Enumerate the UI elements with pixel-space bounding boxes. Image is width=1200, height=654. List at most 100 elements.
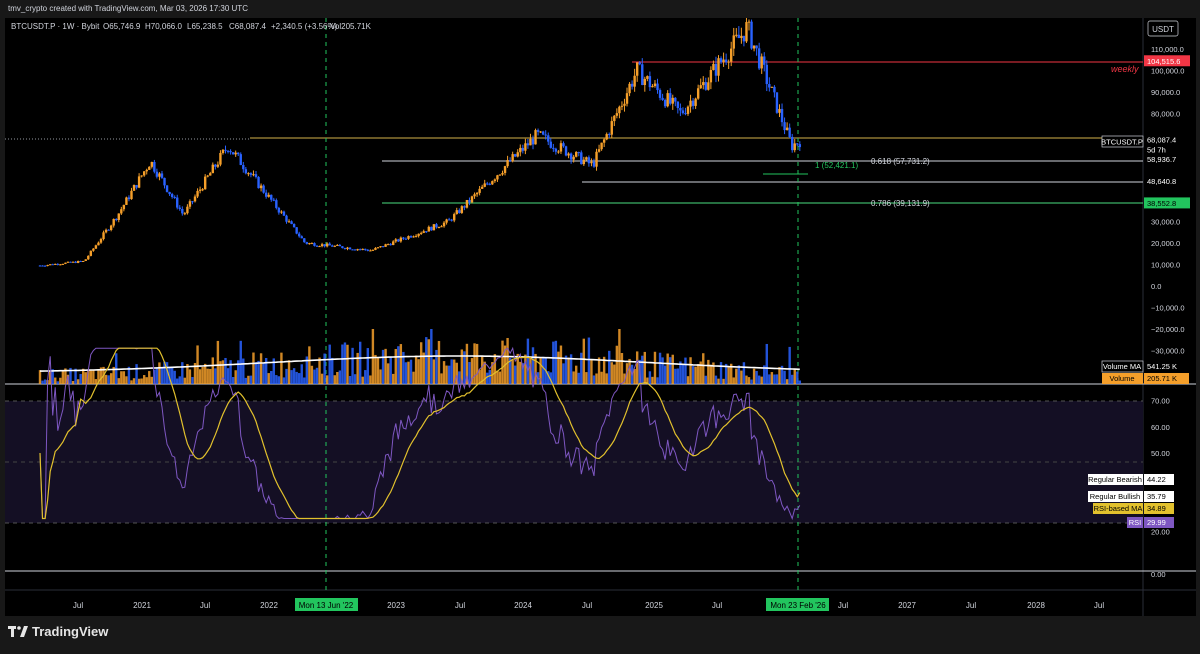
candle-body (531, 138, 535, 145)
volume-bar (465, 343, 469, 384)
candle-body (724, 59, 728, 63)
candle-body (798, 144, 802, 148)
volume-bar (572, 371, 575, 384)
candle-body (628, 83, 631, 94)
candle-body (168, 191, 171, 195)
candle-body (785, 127, 789, 131)
candle-body (64, 262, 67, 264)
price-chart-svg[interactable]: BTCUSDT.P · 1W · Bybit O65,746.9 H70,066… (5, 16, 1196, 616)
candle-body (198, 189, 202, 191)
volume-bar (458, 371, 461, 384)
volume-bar (341, 344, 344, 384)
candle-body (773, 86, 776, 93)
volume-bar (331, 357, 334, 384)
svg-text:RSI-based MA: RSI-based MA (1094, 504, 1143, 513)
volume-bar (402, 351, 405, 384)
volume-bar (224, 357, 227, 384)
candle-body (379, 246, 382, 248)
volume-bar (620, 353, 624, 384)
volume-bar (130, 380, 133, 384)
fib-label-0618: 0.618 (57,731.2) (871, 157, 930, 166)
volume-bar (669, 357, 672, 384)
candle-body (663, 99, 667, 107)
candle-body (549, 141, 552, 148)
tradingview-logo[interactable]: TradingView (8, 624, 108, 639)
svg-text:Mon 23 Feb '26: Mon 23 Feb '26 (770, 601, 826, 610)
svg-text:Regular Bearish: Regular Bearish (1088, 475, 1142, 484)
volume-bar (69, 367, 72, 384)
candle-body (292, 224, 296, 228)
candle-body (392, 241, 395, 246)
volume-bar (432, 359, 436, 384)
candles-group (38, 16, 802, 267)
volume-bar (351, 347, 354, 384)
volume-bar (120, 371, 123, 384)
candle-body (244, 169, 248, 174)
volume-bar (407, 361, 410, 384)
time-marker-feb26: Mon 23 Feb '26 (766, 598, 829, 611)
volume-bar (259, 353, 263, 384)
candle-body (635, 62, 639, 76)
candle-body (648, 76, 652, 88)
legend-low: L65,238.5 (187, 22, 223, 31)
volume-bar (587, 337, 591, 384)
volume-bar (176, 378, 179, 384)
svg-text:Regular Bullish: Regular Bullish (1090, 492, 1140, 501)
candle-body (267, 194, 270, 197)
time-axis-label: 2022 (260, 601, 278, 610)
time-axis-label: Jul (712, 601, 722, 610)
time-axis-labels[interactable]: Jul 2021 Jul 2022 2023 Jul 2024 Jul 2025 Jul Jul 20… (73, 601, 1104, 610)
volume-bar (170, 366, 174, 384)
volume-bar (277, 376, 281, 384)
time-axis-label: Jul (582, 601, 592, 610)
candle-body (325, 243, 329, 247)
time-axis-label: Jul (73, 601, 83, 610)
volume-bar (539, 357, 542, 384)
volume-bar (92, 369, 95, 384)
volume-bar (547, 371, 550, 384)
candle-body (442, 222, 446, 227)
volume-bar (247, 375, 250, 384)
candle-body (488, 183, 491, 185)
price-tag-label: 5d 7h (1147, 146, 1166, 155)
volume-bar (264, 357, 268, 384)
candle-body (554, 148, 558, 152)
chart-frame[interactable]: BTCUSDT.P · 1W · Bybit O65,746.9 H70,066… (5, 16, 1196, 616)
candle-body (511, 154, 514, 162)
candle-body (303, 238, 306, 243)
candle-body (755, 45, 758, 49)
legend-symbol[interactable]: BTCUSDT.P · 1W · Bybit (11, 22, 100, 31)
candle-body (702, 82, 705, 86)
candle-body (79, 260, 82, 262)
candle-body (419, 232, 423, 234)
candle-body (580, 152, 583, 165)
candle-body (709, 70, 713, 83)
volume-bar (298, 373, 301, 384)
volume-bar (404, 362, 408, 384)
candle-body (203, 176, 207, 190)
volume-bar (491, 362, 494, 384)
volume-bar (242, 358, 245, 384)
volume-bar (783, 370, 786, 384)
candle-body (84, 259, 87, 261)
time-axis-label: 2024 (514, 601, 532, 610)
candle-body (646, 76, 649, 79)
volume-bar (198, 369, 202, 384)
candle-body (788, 127, 791, 137)
candle-body (585, 157, 588, 160)
candle-body (793, 143, 796, 151)
volume-bar (211, 357, 215, 384)
tradingview-logo-icon (8, 625, 28, 637)
volume-bar (425, 337, 428, 384)
volume-bar (635, 351, 639, 384)
candle-body (653, 83, 657, 87)
candle-body (541, 131, 545, 135)
volume-bar (267, 373, 270, 384)
candle-body (61, 263, 65, 265)
volume-bar (389, 357, 392, 384)
volume-bar (290, 370, 293, 384)
svg-text:Mon 13 Jun '22: Mon 13 Jun '22 (299, 601, 354, 610)
currency-button[interactable]: USDT (1147, 20, 1179, 37)
price-tag-box (1144, 133, 1190, 145)
